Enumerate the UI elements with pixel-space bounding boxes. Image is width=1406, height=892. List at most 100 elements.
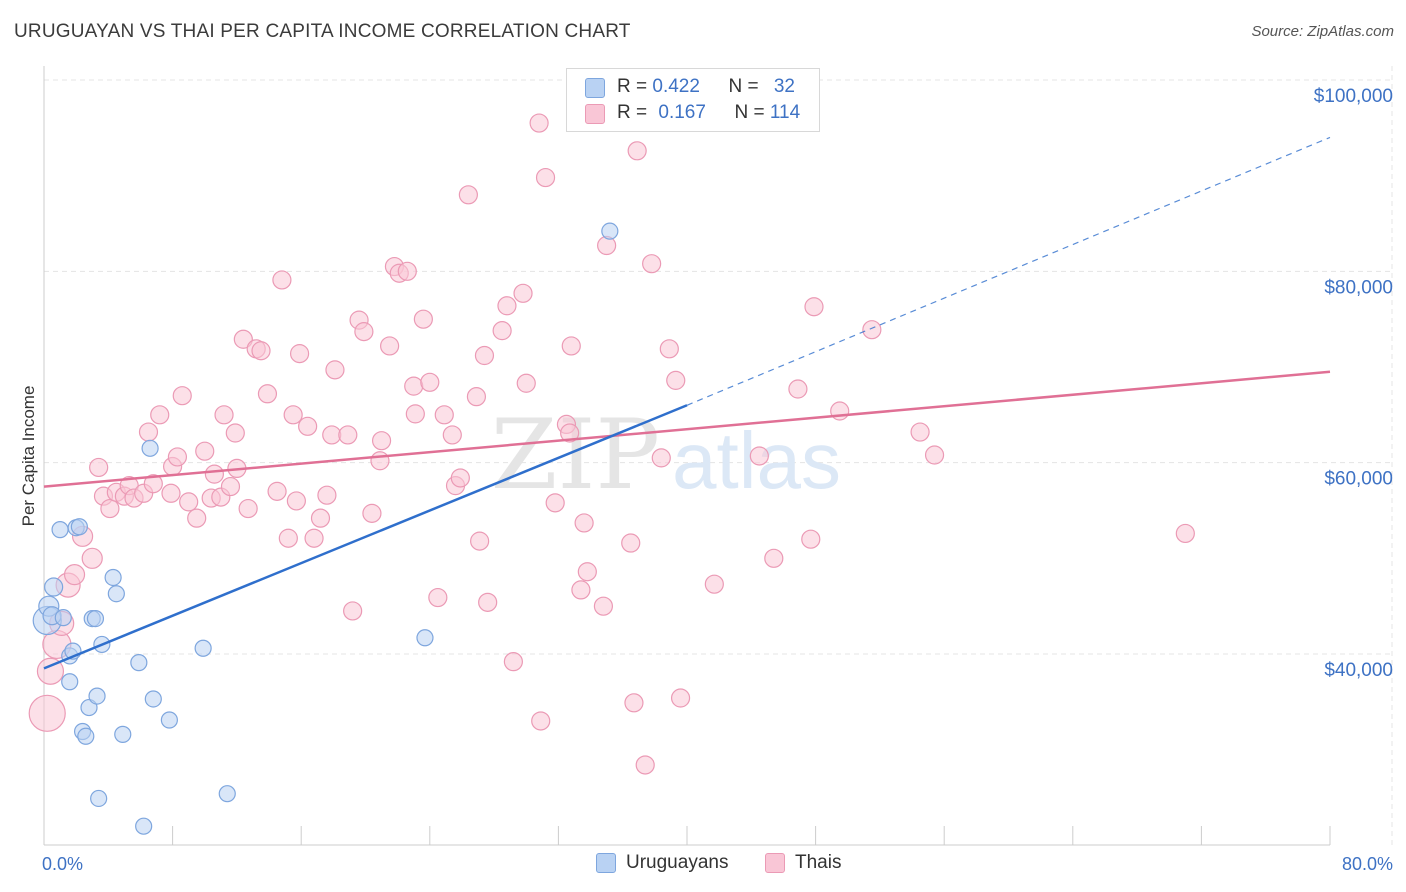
uruguayan-point <box>90 789 108 808</box>
uruguayan-point <box>141 439 159 457</box>
uruguayans-points <box>32 222 619 835</box>
legend-n-label: N = <box>734 102 770 123</box>
thai-point <box>89 457 109 478</box>
thai-point <box>764 548 784 568</box>
thai-point <box>238 498 258 519</box>
thai-point <box>458 185 478 205</box>
legend-n-value: 32 <box>773 76 795 97</box>
thai-trend-line <box>43 370 1331 488</box>
uruguayan-point <box>104 568 122 587</box>
thai-point <box>187 508 207 528</box>
uruguayan-point <box>194 639 212 657</box>
thai-point <box>420 372 440 392</box>
thai-point <box>531 711 551 731</box>
uruguayan-point <box>135 817 153 835</box>
x-tick-label: 80.0% <box>1342 854 1393 874</box>
legend-r-value: 0.167 <box>658 102 706 123</box>
thai-point <box>428 587 448 608</box>
thai-point <box>597 235 617 256</box>
y-tick-label: $60,000 <box>1324 469 1393 490</box>
thai-point <box>621 533 641 553</box>
thai-point <box>503 652 523 672</box>
thai-point <box>298 416 318 436</box>
thai-point <box>370 451 390 471</box>
thai-point <box>574 513 594 533</box>
chart-source: Source: ZipAtlas.com <box>1251 23 1394 40</box>
bottom-legend-label: Thais <box>795 852 842 873</box>
legend-r-value: 0.422 <box>652 76 700 97</box>
thai-point <box>624 693 644 713</box>
thai-point <box>666 370 686 390</box>
thai-point <box>545 493 565 513</box>
gridlines <box>44 66 1393 845</box>
thais-points <box>28 113 1195 775</box>
thai-point <box>214 405 234 425</box>
thai-point <box>172 386 192 406</box>
thai-point <box>257 384 278 404</box>
y-tick-label: $40,000 <box>1324 660 1393 681</box>
thai-point <box>560 423 580 443</box>
uruguayan-point <box>54 609 72 627</box>
thai-point <box>81 547 103 569</box>
thai-point <box>642 254 662 274</box>
uruguayan-point <box>144 690 162 708</box>
uruguayan-point <box>601 222 619 240</box>
uruguayan-point <box>70 518 88 536</box>
watermark-zip: ZIP <box>491 399 660 511</box>
thai-point <box>371 431 392 451</box>
legend-n-value: 114 <box>769 102 801 123</box>
thai-point <box>204 464 224 484</box>
thai-point <box>138 422 159 442</box>
thai-point <box>442 425 462 445</box>
bottom-legend-swatch-pink <box>765 853 785 873</box>
uruguayan-point <box>61 673 79 691</box>
uruguayan-point <box>51 521 69 539</box>
uruguayan-point <box>88 687 106 705</box>
thai-point <box>670 688 691 708</box>
thai-point <box>28 694 66 732</box>
bottom-legend-label: Uruguayans <box>626 852 729 873</box>
thai-point <box>354 322 374 342</box>
thai-point <box>283 405 303 425</box>
uruguayan-point <box>77 727 95 745</box>
thai-point <box>804 297 824 317</box>
thai-point <box>179 492 199 512</box>
x-tick-label: 0.0% <box>42 854 83 874</box>
y-tick-label: $80,000 <box>1324 277 1393 298</box>
uruguayan-point <box>218 785 236 803</box>
uruguayan-point <box>86 610 105 628</box>
thai-point <box>225 423 245 443</box>
thai-point <box>413 309 433 329</box>
thai-point <box>380 336 400 356</box>
uruguayan-point <box>130 654 148 672</box>
thai-point <box>289 344 310 364</box>
thai-point <box>535 167 556 188</box>
legend-swatch-blue <box>585 78 605 98</box>
thai-point <box>651 448 671 468</box>
thai-point <box>704 574 724 594</box>
y-tick-label: $100,000 <box>1314 86 1393 107</box>
thai-point <box>529 113 549 133</box>
thai-point <box>317 485 337 505</box>
correlation-legend: R = 0.422 N = 32 R = 0.167 N = 114 <box>566 68 820 132</box>
thai-point <box>343 601 363 621</box>
thai-point <box>635 755 655 775</box>
uruguayan-point <box>160 711 178 729</box>
legend-r-label: R = <box>617 102 653 123</box>
thai-point <box>474 345 495 366</box>
y-tick-labels: $40,000 $60,000 $80,000 $100,000 <box>1314 86 1393 681</box>
thai-point <box>251 341 271 361</box>
thai-point <box>286 491 306 511</box>
thai-point <box>220 476 241 497</box>
uruguayan-point <box>107 585 125 603</box>
trend-lines <box>43 136 1331 670</box>
thai-point <box>627 141 647 161</box>
uruguayan-trend-line <box>43 404 688 670</box>
thai-point <box>325 360 345 380</box>
thai-point <box>470 531 490 551</box>
thai-point <box>466 387 487 407</box>
uruguayan-point <box>416 629 434 647</box>
thai-point <box>450 468 470 488</box>
thai-point <box>788 379 808 399</box>
